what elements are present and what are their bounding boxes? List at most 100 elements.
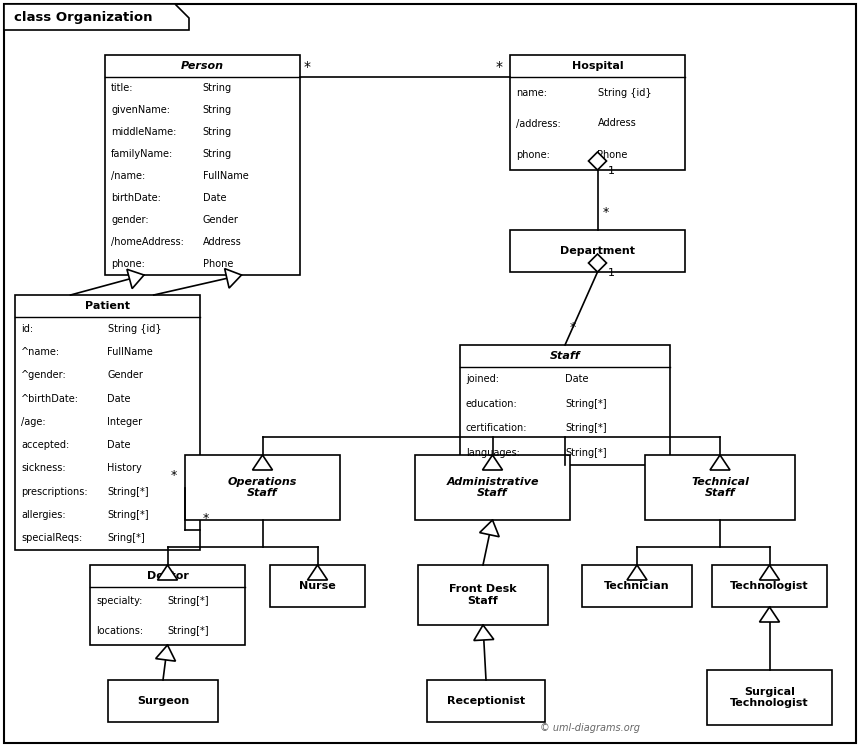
Text: © uml-diagrams.org: © uml-diagrams.org [540,723,640,733]
Text: birthDate:: birthDate: [111,193,161,203]
Polygon shape [759,607,779,622]
Text: ^birthDate:: ^birthDate: [21,394,79,403]
Polygon shape [588,254,606,272]
Text: Receptionist: Receptionist [447,696,525,706]
Text: History: History [108,463,142,474]
Text: String: String [202,105,231,115]
Text: /homeAddress:: /homeAddress: [111,237,184,247]
Text: Staff: Staff [550,351,580,361]
Text: middleName:: middleName: [111,127,176,137]
Text: String {id}: String {id} [108,323,161,334]
Text: *: * [203,512,209,525]
Text: Nurse: Nurse [299,581,336,591]
Text: Surgical
Technologist: Surgical Technologist [730,686,808,708]
Bar [712,565,827,607]
Text: Front Desk
Staff: Front Desk Staff [449,584,517,606]
Text: 1: 1 [607,166,615,176]
Text: FullName: FullName [108,347,153,357]
Text: String: String [202,149,231,159]
Bar [510,55,685,170]
Text: Department: Department [560,246,635,256]
Text: education:: education: [466,399,518,409]
Text: specialReqs:: specialReqs: [21,533,83,543]
Text: Sring[*]: Sring[*] [108,533,145,543]
Bar [415,455,570,520]
Text: Operations
Staff: Operations Staff [228,477,298,498]
Polygon shape [480,520,499,537]
Bar [105,55,300,275]
Text: Date: Date [565,374,588,384]
Bar [90,565,245,645]
Bar [108,680,218,722]
Text: Hospital: Hospital [572,61,623,71]
Text: Date: Date [108,440,131,450]
Bar [15,295,200,550]
Text: String: String [202,83,231,93]
Text: ^name:: ^name: [21,347,60,357]
Text: *: * [304,60,311,74]
Text: phone:: phone: [111,259,144,269]
Text: id:: id: [21,323,34,334]
Bar [418,565,548,625]
Text: Surgeon: Surgeon [137,696,189,706]
Polygon shape [157,565,177,580]
Bar [645,455,795,520]
Text: locations:: locations: [96,625,143,636]
Text: specialty:: specialty: [96,597,143,607]
Text: allergies:: allergies: [21,510,65,520]
Text: givenName:: givenName: [111,105,170,115]
Text: String[*]: String[*] [168,597,209,607]
Text: Address: Address [598,119,636,128]
Text: sickness:: sickness: [21,463,65,474]
Text: ^gender:: ^gender: [21,371,67,380]
Text: familyName:: familyName: [111,149,173,159]
Text: prescriptions:: prescriptions: [21,487,88,497]
Text: class Organization: class Organization [14,10,152,23]
Text: String[*]: String[*] [108,487,149,497]
Bar [427,680,545,722]
Polygon shape [253,455,273,470]
Text: /address:: /address: [516,119,561,128]
Text: Doctor: Doctor [146,571,188,581]
Text: Administrative
Staff: Administrative Staff [446,477,538,498]
Text: String[*]: String[*] [565,424,606,433]
Bar [270,565,365,607]
Text: Technical
Staff: Technical Staff [691,477,749,498]
Text: certification:: certification: [466,424,527,433]
Text: Date: Date [202,193,226,203]
Text: /age:: /age: [21,417,46,427]
Text: String[*]: String[*] [565,447,606,458]
Text: String[*]: String[*] [108,510,149,520]
Text: Technologist: Technologist [730,581,808,591]
Polygon shape [127,269,144,288]
Text: phone:: phone: [516,149,550,160]
Text: joined:: joined: [466,374,499,384]
Text: gender:: gender: [111,215,149,225]
Text: String: String [202,127,231,137]
Polygon shape [710,455,730,470]
Polygon shape [4,4,189,30]
Text: *: * [171,470,177,483]
Text: Person: Person [181,61,224,71]
Text: /name:: /name: [111,171,145,181]
Text: languages:: languages: [466,447,520,458]
Text: accepted:: accepted: [21,440,70,450]
Text: *: * [603,206,609,219]
Text: Technician: Technician [605,581,670,591]
Text: Date: Date [108,394,131,403]
Polygon shape [308,565,328,580]
Polygon shape [474,625,494,640]
Text: FullName: FullName [202,171,249,181]
Text: Address: Address [202,237,242,247]
Text: Phone: Phone [202,259,233,269]
Text: *: * [570,321,576,334]
Bar [460,345,670,465]
Polygon shape [627,565,647,580]
Text: Gender: Gender [108,371,144,380]
Text: *: * [496,60,503,74]
Polygon shape [482,455,502,470]
Text: String {id}: String {id} [598,87,651,98]
Bar [185,455,340,520]
Text: String[*]: String[*] [168,625,209,636]
Text: Phone: Phone [598,149,628,160]
